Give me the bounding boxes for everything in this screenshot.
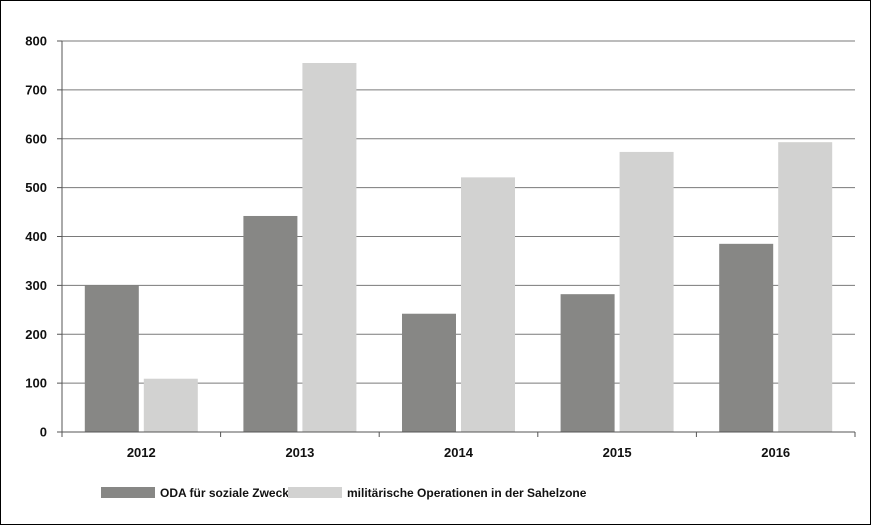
y-tick-label: 800 xyxy=(25,34,47,49)
legend-swatch-military xyxy=(288,487,342,498)
y-tick-label: 100 xyxy=(25,376,47,391)
x-tick-label: 2015 xyxy=(603,445,632,460)
y-tick-label: 200 xyxy=(25,327,47,342)
bar-oda-2013 xyxy=(243,215,298,432)
y-tick-label: 500 xyxy=(25,180,47,195)
bars xyxy=(84,62,833,433)
y-axis-ticks: 0 100 200 300 400 500 600 700 800 xyxy=(25,34,62,440)
x-tick-label: 2016 xyxy=(761,445,790,460)
bar-military-2012 xyxy=(143,378,198,432)
legend-label-military: militärische Operationen in der Sahelzon… xyxy=(347,486,587,500)
y-tick-label: 400 xyxy=(25,229,47,244)
bar-oda-2015 xyxy=(560,294,615,432)
bar-oda-2014 xyxy=(402,313,456,432)
y-tick-label: 600 xyxy=(25,131,47,146)
x-tick-label: 2014 xyxy=(444,445,474,460)
legend-swatch-oda xyxy=(101,487,155,498)
y-tick-label: 700 xyxy=(25,82,47,97)
y-tick-label: 0 xyxy=(40,425,47,440)
legend: ODA für soziale Zwecke militärische Opera… xyxy=(101,486,587,500)
bar-military-2016 xyxy=(778,142,833,432)
x-axis-ticks: 2012 2013 2014 2015 2016 xyxy=(61,432,856,460)
bar-military-2014 xyxy=(461,177,515,432)
bar-oda-2012 xyxy=(84,285,139,432)
bar-oda-2016 xyxy=(719,243,774,432)
bar-military-2013 xyxy=(302,62,357,433)
y-tick-label: 300 xyxy=(25,278,47,293)
x-tick-label: 2012 xyxy=(127,445,156,460)
x-tick-label: 2013 xyxy=(285,445,314,460)
legend-label-oda: ODA für soziale Zwecke xyxy=(160,486,296,500)
bar-military-2015 xyxy=(619,151,674,433)
